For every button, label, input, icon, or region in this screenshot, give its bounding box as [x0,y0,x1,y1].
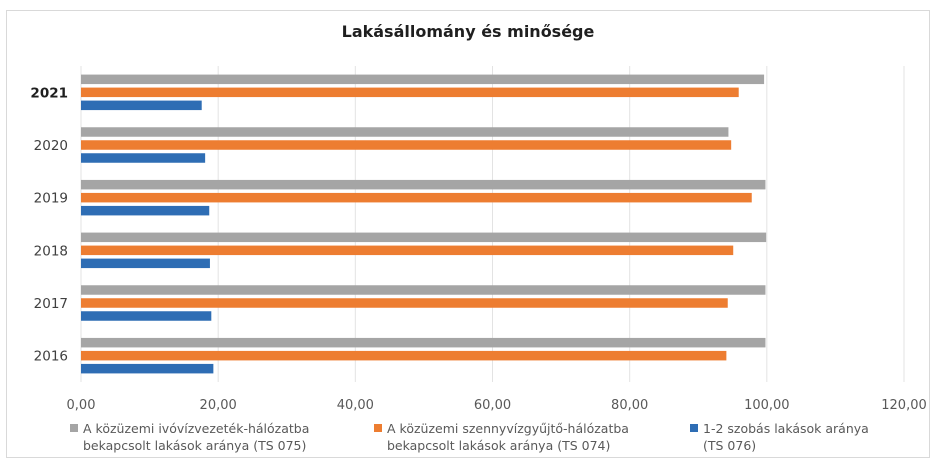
x-tick-label: 40,00 [337,398,374,413]
legend-swatch-orange [374,424,382,432]
y-category-label: 2021 [30,85,68,101]
y-category-label: 2019 [34,191,68,207]
y-category-label: 2018 [34,243,68,259]
bar-2016-series-2 [81,350,727,361]
x-tick-label: 100,00 [744,398,790,413]
bar-2018-series-1 [81,232,767,243]
bar-2020-series-2 [81,140,732,150]
bar-2019-series-1 [81,179,766,190]
bar-2017-series-1 [81,285,766,295]
chart-title: Lakásállomány és minősége [341,22,595,41]
bar-2021-series-2 [81,87,739,98]
legend-label-ivoviz-line1: A közüzemi ivóvízvezeték-hálózatba [83,421,310,436]
x-tick-label: 120,00 [881,398,927,413]
bar-2021-series-3 [81,100,202,111]
legend-item-szobas: 1-2 szobás lakások aránya (TS 076) [690,420,869,454]
legend-item-szennyviz: A közüzemi szennyvízgyűjtő-hálózatba bek… [374,420,629,454]
x-tick-label: 80,00 [611,398,648,413]
x-tick-label: 20,00 [200,398,237,413]
legend-label-szennyviz-line1: A közüzemi szennyvízgyűjtő-hálózatba [387,421,629,436]
bar-2019-series-2 [81,192,752,203]
bar-2016-series-3 [81,363,214,374]
bar-2018-series-3 [81,258,210,269]
y-category-label: 2020 [34,138,68,154]
legend-label-szobas-line1: 1-2 szobás lakások aránya [703,421,869,436]
bar-2019-series-3 [81,205,210,216]
bar-2020-series-3 [81,153,206,163]
chart-frame [6,10,930,458]
x-tick-label: 0,00 [67,398,96,413]
legend-label-ivoviz-line2: bekapcsolt lakások aránya (TS 075) [83,438,307,453]
legend-label-szennyviz-line2: bekapcsolt lakások aránya (TS 074) [387,438,611,453]
bar-2017-series-2 [81,298,728,308]
bar-2020-series-1 [81,127,729,137]
bar-2016-series-1 [81,337,766,348]
legend-item-ivoviz: A közüzemi ivóvízvezeték-hálózatba bekap… [70,420,309,454]
bar-2021-series-1 [81,74,765,85]
legend-label-szobas-line2: (TS 076) [703,438,757,453]
bar-2017-series-3 [81,311,212,321]
legend-swatch-blue [690,424,698,432]
x-tick-label: 60,00 [474,398,511,413]
y-category-label: 2017 [34,296,68,312]
bar-2018-series-2 [81,245,734,256]
legend-swatch-gray [70,424,78,432]
y-category-label: 2016 [34,349,68,365]
